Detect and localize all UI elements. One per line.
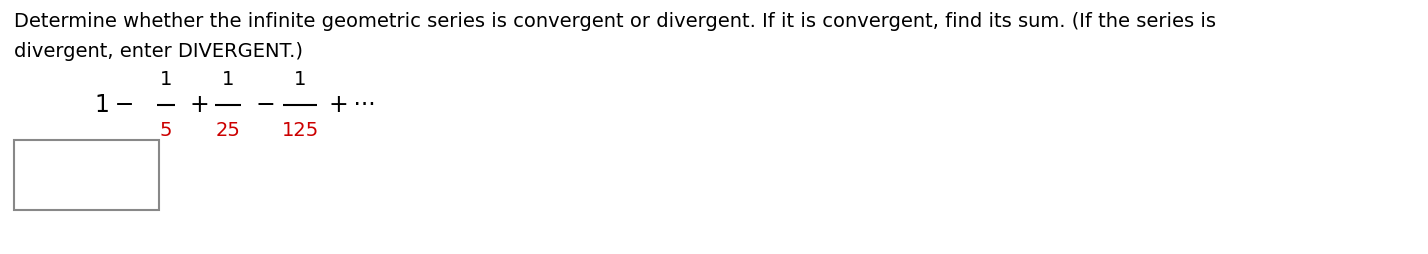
Text: 125: 125 bbox=[281, 121, 318, 140]
Text: + ···: + ··· bbox=[328, 93, 376, 117]
Text: 1: 1 bbox=[160, 70, 173, 89]
Text: 5: 5 bbox=[160, 121, 173, 140]
Text: −: − bbox=[256, 93, 274, 117]
Bar bbox=[14, 140, 159, 210]
Text: Determine whether the infinite geometric series is convergent or divergent. If i: Determine whether the infinite geometric… bbox=[14, 12, 1217, 31]
Text: 1 −: 1 − bbox=[96, 93, 134, 117]
Text: 1: 1 bbox=[294, 70, 306, 89]
Text: divergent, enter DIVERGENT.): divergent, enter DIVERGENT.) bbox=[14, 42, 303, 61]
Text: +: + bbox=[188, 93, 208, 117]
Text: 25: 25 bbox=[216, 121, 240, 140]
Text: 1: 1 bbox=[221, 70, 234, 89]
